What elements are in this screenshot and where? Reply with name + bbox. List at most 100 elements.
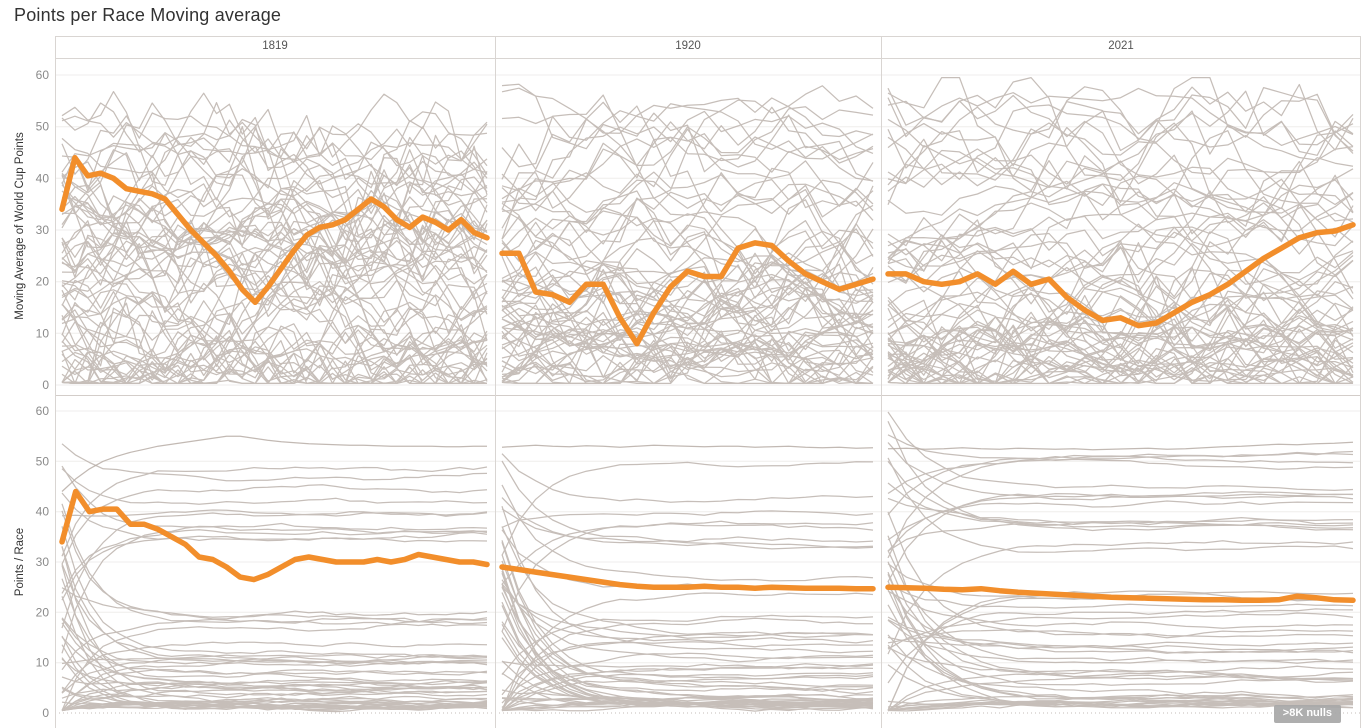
athlete-line	[887, 83, 1354, 177]
athlete-line	[501, 326, 873, 385]
panel-r1c2[interactable]	[885, 411, 1356, 712]
athlete-line	[887, 122, 1354, 235]
athlete-line	[61, 578, 488, 683]
athlete-line	[61, 201, 488, 310]
athlete-line	[501, 208, 874, 298]
athlete-line	[887, 203, 1354, 315]
athlete-line	[887, 148, 1354, 214]
y-tick-label: 40	[36, 171, 50, 185]
athlete-line	[61, 237, 488, 311]
panel-r1c1[interactable]	[499, 444, 876, 712]
athlete-line	[61, 510, 488, 623]
athlete-line	[61, 618, 488, 676]
athlete-line	[887, 320, 1353, 385]
y-axis-title-row2: Points / Race	[14, 527, 26, 597]
athlete-line	[887, 231, 1354, 385]
column-header-2021: 2021	[1108, 40, 1134, 52]
athlete-line	[501, 103, 874, 164]
athlete-line	[887, 612, 1354, 650]
athlete-line	[501, 560, 874, 690]
athlete-line	[887, 457, 1354, 553]
athlete-line	[501, 663, 874, 711]
athlete-line	[887, 76, 1354, 167]
athlete-line	[501, 660, 874, 668]
athlete-line	[501, 296, 874, 385]
athlete-line	[501, 110, 874, 192]
frame-lines	[55, 36, 1361, 728]
athlete-line	[61, 212, 488, 313]
athlete-line	[61, 101, 488, 258]
athlete-line	[887, 665, 1354, 711]
top-athlete-line	[887, 441, 1354, 451]
highlight-line[interactable]	[885, 584, 1356, 604]
athlete-line	[61, 702, 488, 712]
highlight-line[interactable]	[499, 564, 876, 592]
athlete-line	[887, 482, 1354, 529]
y-tick-label: 30	[36, 555, 50, 569]
panel-r1c0[interactable]	[59, 435, 490, 713]
athlete-line	[501, 460, 874, 550]
y-tick-label: 60	[36, 404, 50, 418]
background-lines	[501, 453, 874, 712]
athlete-line	[887, 228, 1354, 306]
athlete-line	[501, 173, 874, 245]
athlete-line	[501, 128, 874, 207]
athlete-line	[887, 492, 1354, 583]
athlete-line	[887, 294, 1354, 385]
athlete-line	[501, 617, 873, 711]
athlete-line	[887, 574, 1354, 686]
y-tick-label: 40	[36, 505, 50, 519]
athlete-line	[502, 199, 874, 323]
athlete-line	[887, 86, 1354, 187]
highlight-line[interactable]	[885, 222, 1356, 329]
panel-r0c1[interactable]	[499, 83, 876, 385]
column-header-1819: 1819	[262, 40, 288, 52]
athlete-line	[887, 675, 1354, 712]
athlete-line	[501, 510, 874, 528]
athlete-line	[501, 298, 874, 337]
nulls-indicator-badge[interactable]: >8K nulls	[1273, 705, 1341, 723]
y-tick-label: 50	[36, 120, 50, 134]
athlete-line	[887, 550, 1354, 664]
athlete-line	[61, 526, 488, 659]
panel-r0c0[interactable]	[59, 90, 490, 385]
athlete-line	[887, 207, 1354, 284]
athlete-line	[887, 317, 1354, 385]
athlete-line	[887, 185, 1354, 232]
athlete-line	[501, 288, 874, 385]
athlete-line	[61, 641, 488, 693]
panel-r0c2[interactable]	[885, 76, 1356, 385]
athlete-line	[61, 252, 488, 354]
athlete-line	[61, 241, 488, 385]
athlete-line	[61, 281, 488, 367]
athlete-line	[501, 178, 874, 265]
athlete-line	[61, 123, 488, 225]
athlete-line	[887, 325, 1354, 376]
athlete-line	[501, 289, 874, 378]
athlete-line	[887, 702, 1354, 709]
athlete-line	[887, 583, 1354, 609]
highlight-line[interactable]	[59, 154, 490, 306]
athlete-line	[61, 115, 488, 171]
athlete-line	[61, 321, 488, 385]
highlight-line[interactable]	[59, 488, 490, 583]
athlete-line	[61, 353, 488, 385]
athlete-line	[61, 145, 488, 259]
athlete-line	[501, 540, 874, 680]
athlete-line	[887, 93, 1354, 188]
athlete-line	[61, 326, 488, 376]
athlete-line	[887, 295, 1354, 352]
athlete-line	[501, 679, 874, 712]
athlete-line	[61, 468, 488, 505]
athlete-line	[887, 636, 1354, 653]
highlight-line[interactable]	[499, 240, 876, 347]
athlete-line	[501, 178, 874, 261]
athlete-line	[887, 232, 1354, 373]
athlete-line	[501, 317, 874, 385]
athlete-line	[501, 94, 874, 182]
athlete-line	[887, 434, 1354, 470]
athlete-line	[887, 604, 1354, 701]
athlete-line	[501, 697, 874, 712]
athlete-line	[887, 239, 1354, 373]
